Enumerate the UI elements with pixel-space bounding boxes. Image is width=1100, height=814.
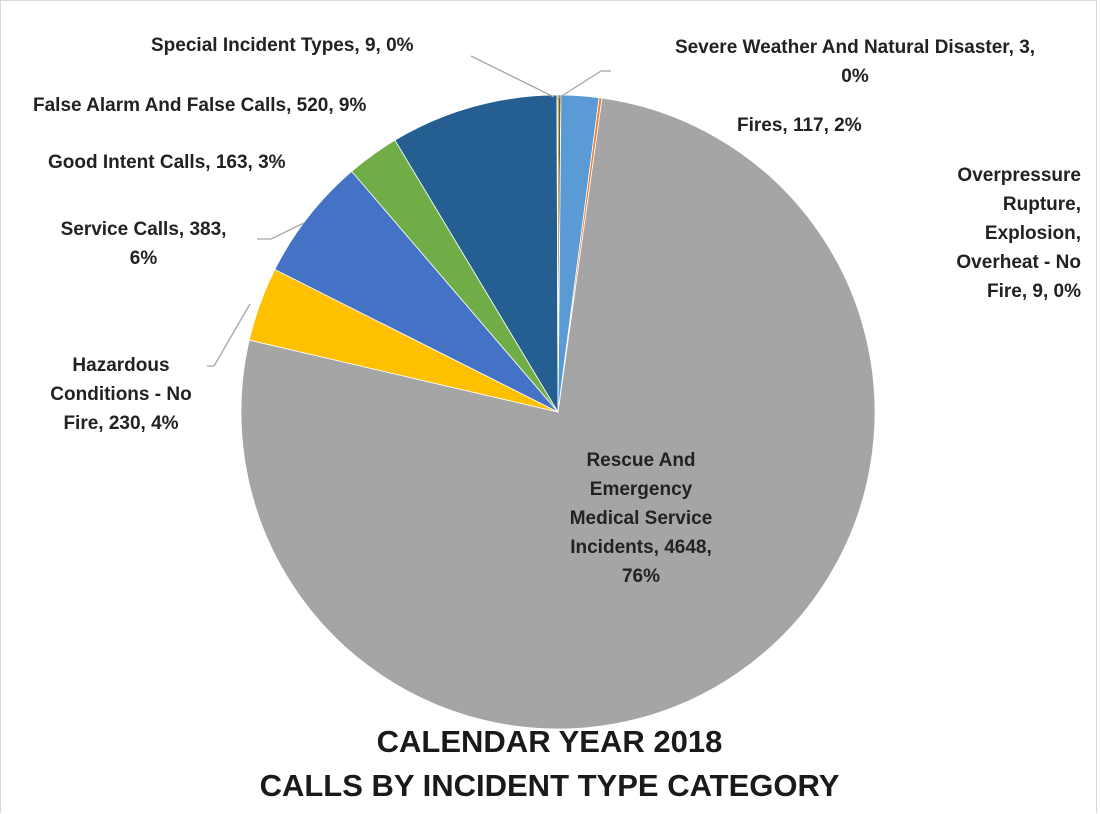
pie-slice-severe-weather-and-natural-disaster xyxy=(556,94,559,413)
data-label-good-intent: Good Intent Calls, 163, 3% xyxy=(48,152,286,173)
data-label-fires: Fires, 117, 2% xyxy=(737,115,862,136)
leader-line-service xyxy=(257,222,305,240)
chart-title-line-1: CALENDAR YEAR 2018 xyxy=(376,724,723,759)
pie-slice-false-alarm-and-false-calls xyxy=(394,94,559,414)
data-label-special-incident-types: Special Incident Types, 9, 0% xyxy=(151,35,414,56)
data-label-hazardous-conditions: Hazardous Conditions - No Fire, 230, 4% xyxy=(50,355,192,434)
data-label-overpressure: Overpressure Rupture, Explosion, Overhea… xyxy=(956,165,1081,302)
pie-slice-service-calls xyxy=(274,170,559,413)
data-label-rescue-ems: Rescue And Emergency Medical Service Inc… xyxy=(569,450,713,587)
pie-slice-rescue-and-emergency-medical-service-incidents xyxy=(240,97,876,730)
chart-title-line-2: CALLS BY INCIDENT TYPE CATEGORY xyxy=(259,768,840,803)
leader-line-severe xyxy=(556,70,611,100)
leader-line-special xyxy=(470,55,555,98)
data-label-service-calls: Service Calls, 383, 6% xyxy=(60,219,227,269)
data-label-severe-weather: Severe Weather And Natural Disaster, 3, … xyxy=(674,37,1036,87)
data-label-false-alarm: False Alarm And False Calls, 520, 9% xyxy=(33,95,367,116)
leader-line-hazardous xyxy=(207,303,251,367)
